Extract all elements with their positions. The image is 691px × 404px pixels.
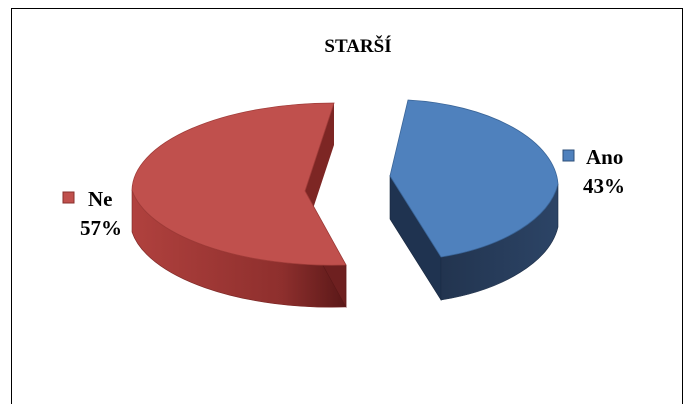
slice-ne-back-wall [305,103,334,233]
chart-frame [11,8,683,404]
label-ano-category: Ano [586,145,623,169]
data-label-ne: Ne 57% [62,187,122,240]
label-ano-value: 43% [583,174,625,198]
data-label-ano: Ano 43% [562,145,625,198]
slice-ano [389,99,559,258]
slice-ne [131,102,347,266]
label-ne-category: Ne [88,187,113,211]
label-ne-value: 57% [80,216,122,240]
legend-key-ne [62,191,75,204]
chart-title: STARŠÍ [324,35,391,57]
legend-key-ano [562,149,575,162]
